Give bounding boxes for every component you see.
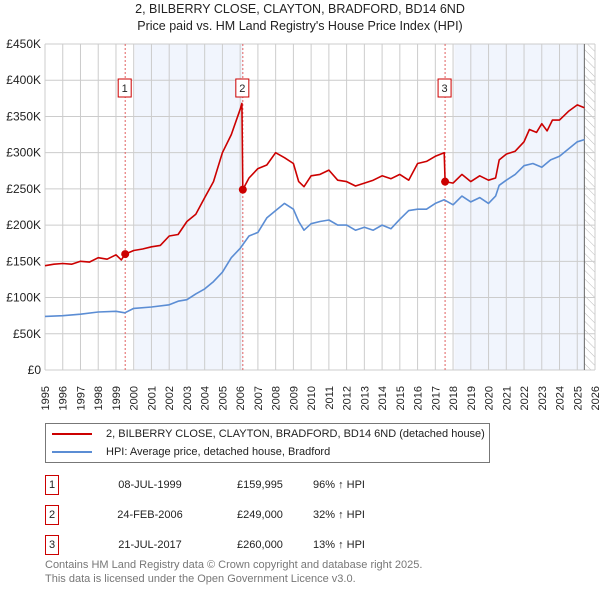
y-tick-label: £200K xyxy=(6,218,41,232)
series-line xyxy=(44,138,585,318)
x-tick-label: 2009 xyxy=(288,386,300,410)
transaction-badge: 3 xyxy=(45,535,59,555)
sale-marker-label: 1 xyxy=(122,83,128,95)
chart-title: 2, BILBERRY CLOSE, CLAYTON, BRADFORD, BD… xyxy=(135,2,465,16)
x-tick-label: 2018 xyxy=(448,386,460,410)
x-tick-label: 2014 xyxy=(377,386,389,410)
y-tick-label: £300K xyxy=(6,146,41,160)
series-line xyxy=(44,102,585,267)
sale-marker-badge xyxy=(117,78,132,98)
sale-point xyxy=(441,177,450,186)
x-tick-label: 2015 xyxy=(395,386,407,410)
x-tick-label: 2022 xyxy=(519,386,531,410)
x-tick-label: 2020 xyxy=(484,386,496,410)
transaction-badge: 1 xyxy=(45,475,59,495)
transaction-hpi: 13% ↑ HPI xyxy=(313,539,365,551)
x-tick-label: 2023 xyxy=(537,386,549,410)
chart-subtitle: Price paid vs. HM Land Registry's House … xyxy=(137,19,463,33)
footer: Contains HM Land Registry data © Crown c… xyxy=(45,558,422,586)
transaction-date: 21-JUL-2017 xyxy=(118,539,182,551)
x-tick-label: 2004 xyxy=(200,386,212,410)
transaction-price: £159,995 xyxy=(237,479,283,491)
x-tick-label: 2021 xyxy=(501,386,513,410)
x-tick-label: 2026 xyxy=(590,386,600,410)
sale-point xyxy=(238,185,247,194)
sale-marker-label: 3 xyxy=(442,83,448,95)
x-tick-label: 2013 xyxy=(359,386,371,410)
x-tick-label: 1997 xyxy=(75,386,87,410)
x-tick-label: 2000 xyxy=(129,386,141,410)
shaded-period xyxy=(454,44,585,370)
x-tick-label: 2003 xyxy=(182,386,194,410)
x-tick-label: 1995 xyxy=(40,386,52,410)
transaction-row: 2 24-FEB-2006 £249,000 32% ↑ HPI xyxy=(45,505,445,525)
x-tick-label: 2008 xyxy=(271,386,283,410)
x-tick-label: 2005 xyxy=(217,386,229,410)
x-tick-label: 2024 xyxy=(555,386,567,410)
legend-item-hpi: HPI: Average price, detached house, Brad… xyxy=(52,445,330,459)
x-tick-label: 2011 xyxy=(324,386,336,410)
legend-item-property: 2, BILBERRY CLOSE, CLAYTON, BRADFORD, BD… xyxy=(52,427,485,441)
x-tick-label: 2007 xyxy=(253,386,265,410)
x-tick-label: 2006 xyxy=(235,386,247,410)
x-tick-label: 2017 xyxy=(430,386,442,410)
transaction-badge: 2 xyxy=(45,505,59,525)
future-hatch xyxy=(584,44,595,370)
transaction-date: 08-JUL-1999 xyxy=(118,479,182,491)
x-tick-label: 2002 xyxy=(164,386,176,410)
y-tick-label: £150K xyxy=(6,254,41,268)
x-tick-label: 2016 xyxy=(413,386,425,410)
transaction-price: £260,000 xyxy=(237,539,283,551)
footer-copyright: Contains HM Land Registry data © Crown c… xyxy=(45,559,423,571)
footer-licence: This data is licensed under the Open Gov… xyxy=(45,573,356,585)
legend-swatch-red xyxy=(52,433,92,435)
y-tick-label: £0 xyxy=(28,363,42,377)
legend-label: HPI: Average price, detached house, Brad… xyxy=(106,446,331,458)
x-tick-label: 2010 xyxy=(306,386,318,410)
sale-point xyxy=(121,250,130,259)
x-tick-label: 2025 xyxy=(572,386,584,410)
y-tick-label: £450K xyxy=(6,37,41,51)
x-tick-label: 2001 xyxy=(146,386,158,410)
legend-label: 2, BILBERRY CLOSE, CLAYTON, BRADFORD, BD… xyxy=(106,428,485,440)
transaction-row: 3 21-JUL-2017 £260,000 13% ↑ HPI xyxy=(45,535,445,555)
y-tick-label: £50K xyxy=(13,327,41,341)
transaction-hpi: 32% ↑ HPI xyxy=(313,509,365,521)
y-tick-label: £250K xyxy=(6,182,41,196)
sale-marker-badge xyxy=(235,78,250,98)
legend: 2, BILBERRY CLOSE, CLAYTON, BRADFORD, BD… xyxy=(45,423,490,463)
y-tick-label: £400K xyxy=(6,73,41,87)
y-tick-label: £100K xyxy=(6,291,41,305)
x-tick-label: 1999 xyxy=(111,386,123,410)
transaction-price: £249,000 xyxy=(237,509,283,521)
transaction-date: 24-FEB-2006 xyxy=(117,509,183,521)
x-tick-label: 1996 xyxy=(58,386,70,410)
shaded-period xyxy=(134,44,243,370)
x-tick-label: 2019 xyxy=(466,386,478,410)
transaction-hpi: 96% ↑ HPI xyxy=(313,479,365,491)
chart: 1995 1996 1997 1998 1999 2000 2001 2002 2003 2004… xyxy=(6,37,600,410)
x-tick-label: 2012 xyxy=(342,386,354,410)
transaction-row: 1 08-JUL-1999 £159,995 96% ↑ HPI xyxy=(45,475,445,495)
sale-marker-badge xyxy=(437,78,452,98)
legend-swatch-blue xyxy=(52,451,92,453)
sale-marker-label: 2 xyxy=(239,83,245,95)
x-tick-label: 1998 xyxy=(93,386,105,410)
y-tick-label: £350K xyxy=(6,109,41,123)
